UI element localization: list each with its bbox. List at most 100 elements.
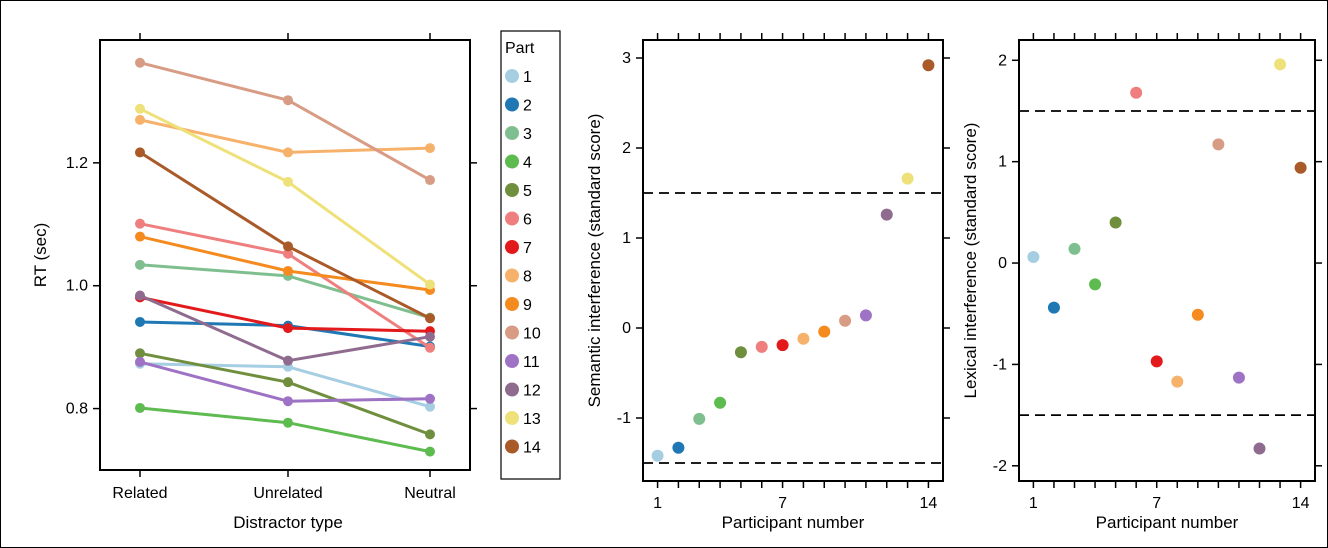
data-point-8 [1171,375,1184,388]
x-tick-label: 7 [1152,495,1161,512]
data-point-4 [1089,278,1102,291]
data-point-12 [283,355,293,366]
data-point-8 [283,147,293,158]
plot-frame [99,39,471,471]
lexical-scatter-chart: 1 7 14 -2 -1 0 1 2 Participant number Lexical int… [961,33,1322,532]
data-point-5 [135,348,145,359]
data-point-14 [1294,161,1307,174]
data-point-14 [922,59,935,72]
legend-marker-5 [505,183,519,197]
legend-marker-4 [505,154,519,169]
x-axis-label: Participant number [1096,513,1239,532]
data-point-11 [859,309,872,322]
y-tick-label: 0 [622,320,631,337]
legend-label-10: 10 [523,326,541,343]
data-point-12 [880,208,893,221]
data-point-9 [135,231,145,242]
y-tick-label: -1 [617,410,631,427]
y-tick-label: 3 [622,50,631,67]
legend-label-7: 7 [523,240,532,257]
legend-label-2: 2 [523,98,532,115]
data-point-13 [901,172,914,185]
data-point-10 [135,57,145,68]
y-tick-label: 1.0 [66,278,88,295]
data-point-13 [425,279,435,290]
data-point-10 [1212,138,1225,151]
data-point-12 [425,331,435,342]
data-point-2 [135,316,145,327]
plot-frame [642,39,944,482]
legend-label-14: 14 [523,440,541,457]
x-tick-label: 14 [920,495,938,512]
legend-title: Part [505,40,535,57]
x-tick-label: Related [112,485,167,502]
data-point-7 [776,339,789,352]
data-point-3 [693,412,706,425]
legend-marker-13 [505,411,519,425]
y-axis-label: Lexical interference (standard score) [961,123,980,399]
data-point-4 [425,446,435,457]
x-tick-label: 1 [1029,495,1038,512]
data-point-4 [135,402,145,413]
legend-marker-2 [505,97,519,112]
legend-label-13: 13 [523,411,541,428]
data-point-10 [283,95,293,106]
data-point-10 [839,314,852,327]
data-point-6 [1130,86,1143,99]
x-axis-label: Distractor type [233,513,343,532]
data-point-14 [425,313,435,324]
semantic-scatter-chart: 1 7 14 -1 0 1 2 3 Participant number Semantic int… [585,33,950,532]
data-point-11 [135,356,145,367]
data-point-14 [283,241,293,252]
y-tick-label: 2 [622,140,631,157]
data-point-11 [283,396,293,407]
x-tick-label: 14 [1292,495,1310,512]
legend-marker-6 [505,211,519,226]
legend-label-11: 11 [523,354,540,371]
x-tick-label: Unrelated [253,485,322,502]
legend-marker-10 [505,325,519,340]
data-point-9 [1191,308,1204,321]
data-point-11 [1232,371,1245,384]
legend-marker-14 [505,439,519,454]
data-point-5 [734,346,747,359]
data-point-11 [425,393,435,404]
data-point-5 [425,429,435,440]
data-point-9 [283,265,293,276]
data-point-8 [797,332,810,345]
x-axis-label: Participant number [722,513,865,532]
legend-marker-12 [505,382,519,397]
data-point-7 [283,323,293,334]
data-point-13 [283,176,293,187]
y-tick-label: -2 [993,458,1007,475]
y-tick-label: 2 [998,52,1007,69]
y-tick-label: 1 [998,154,1007,171]
data-point-8 [135,114,145,125]
data-point-12 [1253,442,1266,455]
data-point-5 [283,377,293,388]
data-point-7 [1150,355,1163,368]
data-point-14 [135,147,145,158]
data-point-4 [283,417,293,428]
data-point-2 [1047,301,1060,314]
y-tick-label: 1.2 [66,155,88,172]
y-tick-label: 0 [998,255,1007,272]
legend-marker-7 [505,240,519,254]
y-tick-label: 0.8 [66,401,88,418]
data-point-6 [283,248,293,259]
legend-marker-1 [505,69,519,83]
x-tick-label: 1 [653,495,662,512]
data-point-13 [135,103,145,114]
rt-line-chart: 0.8 1.0 1.2 Related Unrelated Neutral Distract… [31,33,477,532]
data-point-10 [425,175,435,186]
legend-marker-3 [505,126,519,140]
y-axis-label: RT (sec) [31,223,50,288]
plot-frame [1018,39,1316,482]
data-point-4 [714,396,727,409]
data-point-8 [425,143,435,154]
y-tick-label: -1 [993,356,1007,373]
data-point-6 [755,340,768,353]
legend-label-1: 1 [523,69,532,86]
